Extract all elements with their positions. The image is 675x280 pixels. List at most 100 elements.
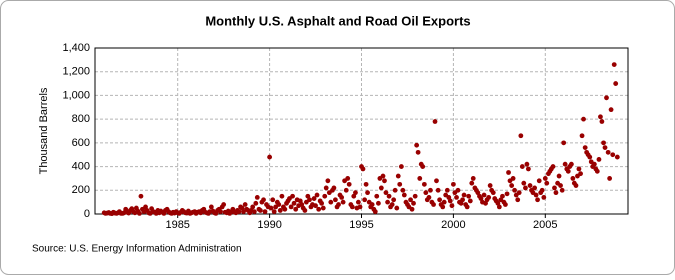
plot-border xyxy=(94,47,629,215)
point xyxy=(369,202,375,207)
point xyxy=(415,149,421,155)
point xyxy=(519,164,525,169)
point xyxy=(307,197,312,203)
point xyxy=(208,204,214,210)
point xyxy=(417,176,423,181)
point xyxy=(461,192,467,198)
point xyxy=(562,161,568,167)
point xyxy=(316,206,322,212)
point xyxy=(319,200,325,206)
point xyxy=(345,176,351,181)
point xyxy=(565,168,571,174)
point xyxy=(349,204,355,210)
point xyxy=(454,195,459,200)
point xyxy=(504,191,510,197)
point xyxy=(400,187,406,193)
point xyxy=(353,190,358,196)
point xyxy=(441,199,447,205)
point xyxy=(411,200,416,206)
point xyxy=(279,193,285,199)
point xyxy=(460,197,465,203)
point xyxy=(401,192,407,198)
y-tick-label: 1,200 xyxy=(62,66,90,78)
x-tick-label: 2000 xyxy=(441,219,465,231)
point xyxy=(311,196,317,201)
point xyxy=(282,206,288,212)
point xyxy=(421,181,427,187)
point xyxy=(362,197,368,203)
y-tick-label: 200 xyxy=(72,184,90,196)
point xyxy=(221,202,227,207)
point xyxy=(343,187,349,193)
point xyxy=(518,133,524,139)
point xyxy=(137,211,142,216)
point xyxy=(325,178,331,184)
point xyxy=(582,145,588,151)
point xyxy=(385,199,390,205)
y-tick-label: 0 xyxy=(84,208,90,220)
point xyxy=(601,140,606,146)
point xyxy=(291,200,297,206)
point xyxy=(539,187,545,193)
point xyxy=(481,192,487,198)
source-note: Source: U.S. Energy Information Administ… xyxy=(32,244,242,255)
point xyxy=(447,198,453,204)
point xyxy=(380,173,386,179)
x-tick-label: 2005 xyxy=(533,219,557,231)
y-tick-label: 400 xyxy=(72,160,90,172)
point xyxy=(536,178,542,184)
point xyxy=(346,181,352,187)
point xyxy=(542,176,548,181)
point xyxy=(314,192,320,198)
point xyxy=(596,157,602,162)
point xyxy=(357,204,363,210)
point xyxy=(467,198,473,204)
point xyxy=(251,209,257,215)
point xyxy=(599,119,605,124)
point xyxy=(250,204,256,210)
y-tick-label: 1,400 xyxy=(62,42,90,54)
point xyxy=(470,176,476,181)
point xyxy=(333,197,338,203)
point xyxy=(420,164,426,169)
point xyxy=(355,199,361,205)
point xyxy=(271,209,277,215)
point xyxy=(428,187,433,193)
point xyxy=(591,161,597,167)
point xyxy=(561,140,567,146)
point xyxy=(397,181,403,187)
point xyxy=(305,193,311,199)
point xyxy=(363,181,369,187)
point xyxy=(552,185,557,191)
point xyxy=(434,178,439,184)
point xyxy=(550,164,556,169)
point xyxy=(611,62,617,67)
point xyxy=(432,119,438,124)
point xyxy=(532,185,538,191)
point xyxy=(258,208,263,213)
point xyxy=(576,166,582,172)
point xyxy=(236,209,242,215)
point xyxy=(614,154,620,160)
point xyxy=(277,208,283,213)
y-tick-label: 1,000 xyxy=(62,89,90,101)
y-tick-label: 800 xyxy=(72,113,90,125)
point xyxy=(503,202,508,207)
point xyxy=(262,209,268,215)
point xyxy=(516,190,522,196)
point xyxy=(398,164,404,169)
point xyxy=(138,193,144,199)
point xyxy=(486,195,492,200)
x-tick-label: 1985 xyxy=(165,219,189,231)
point xyxy=(602,145,608,151)
point xyxy=(254,195,260,200)
point xyxy=(605,149,611,155)
point xyxy=(365,190,370,196)
point xyxy=(389,202,395,207)
point xyxy=(267,154,273,160)
point xyxy=(374,193,380,199)
point xyxy=(313,203,318,209)
point xyxy=(559,187,565,193)
point xyxy=(541,195,547,200)
point xyxy=(336,202,341,207)
